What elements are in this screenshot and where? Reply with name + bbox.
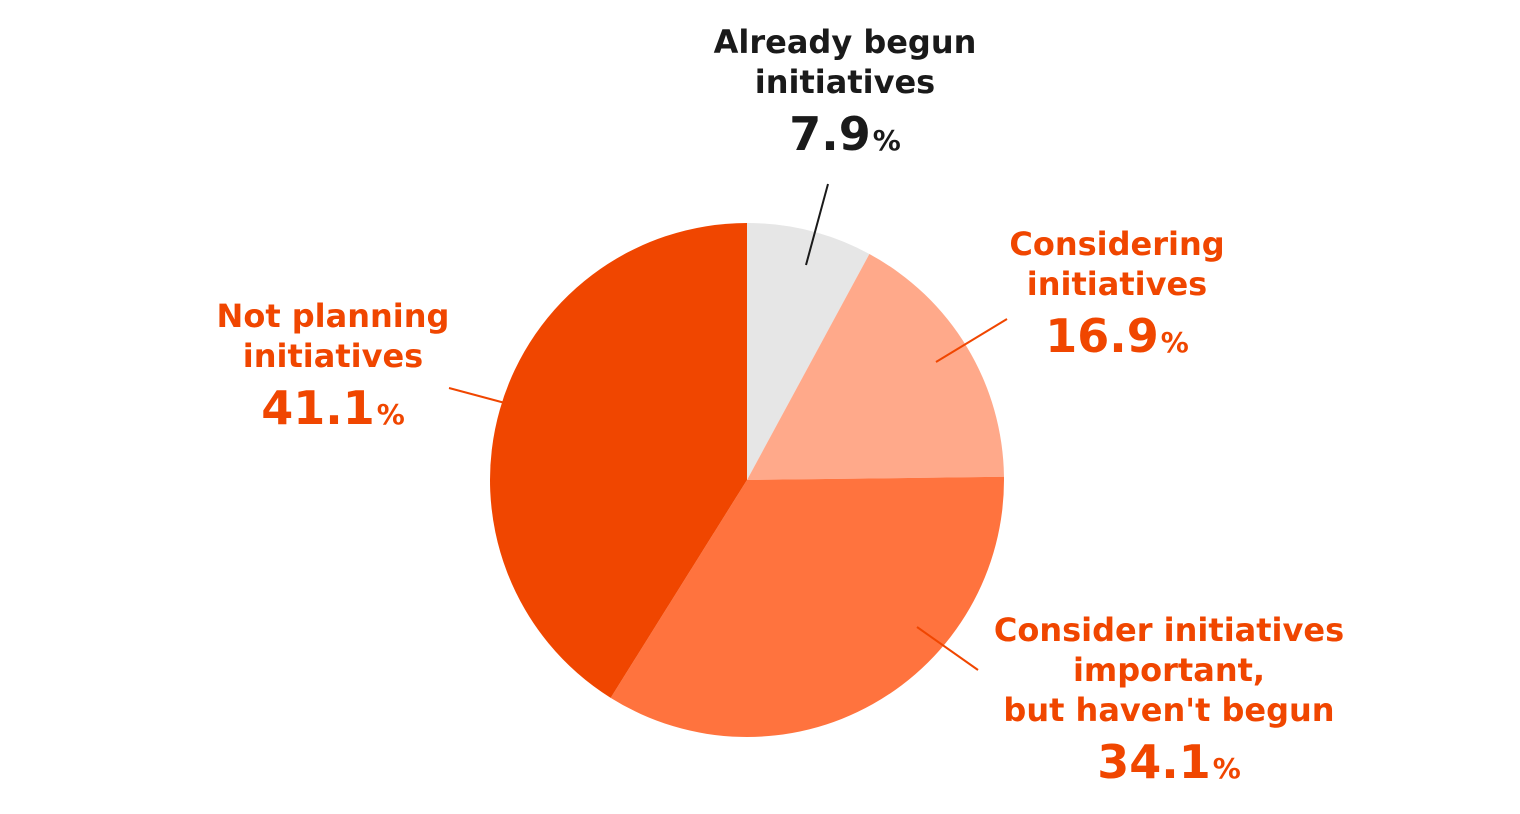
slice-label-line: initiatives [242,337,424,375]
slice-label-not-planning: Not planning initiatives 41.1% [217,296,450,438]
slice-label-line: Considering [1009,225,1225,263]
leader-line-not-planning [448,387,536,412]
slice-label-line: initiatives [754,63,936,101]
slice-unit: % [1212,752,1241,785]
slice-unit: % [376,398,405,431]
slice-value: 7.9 [789,107,871,161]
slice-label-line: Already begun [713,23,977,61]
slice-label-consider-important: Consider initiatives important, but have… [994,610,1344,792]
leader-line-already-begun [805,183,829,266]
slice-label-considering: Considering initiatives 16.9% [1009,224,1224,366]
slice-unit: % [1160,326,1189,359]
pie-slice-already-begun [747,223,870,480]
slice-label-line: initiatives [1026,265,1208,303]
slice-label-line: important, [1072,651,1266,689]
slice-label-line: Consider initiatives [993,611,1345,649]
pie-slice-consider-important [610,476,1005,737]
slice-label-already-begun: Already begun initiatives 7.9% [714,22,977,164]
slice-value: 34.1 [1097,735,1211,789]
slice-value: 16.9 [1045,309,1159,363]
slice-unit: % [872,124,901,157]
pie-slice-considering [747,254,1004,480]
leader-line-consider-important [916,626,979,671]
slice-label-line: Not planning [216,297,450,335]
slice-value: 41.1 [261,381,375,435]
pie-slice-not-planning [490,223,747,698]
slice-label-line: but haven't begun [1003,691,1335,729]
leader-line-considering [935,318,1008,363]
